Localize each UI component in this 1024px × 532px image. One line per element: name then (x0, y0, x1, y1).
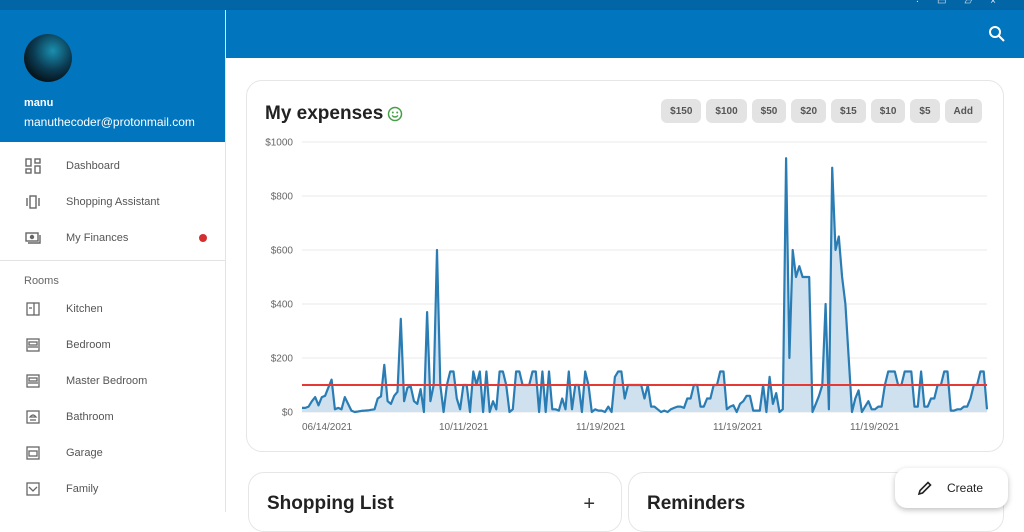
user-name: manu (24, 97, 54, 109)
y-tick-label: $1000 (265, 138, 293, 149)
reminders-title: Reminders (647, 493, 746, 514)
amount-button[interactable]: $50 (751, 99, 787, 123)
kitchen-icon (26, 302, 40, 316)
x-tick-label: 10/11/2021 (439, 422, 489, 433)
pencil-icon (917, 481, 932, 496)
bed-icon (26, 374, 40, 388)
amount-button[interactable]: $5 (910, 99, 940, 123)
expenses-title: My expenses (265, 103, 384, 124)
shopping-list-card: Shopping List + (248, 472, 622, 532)
sidebar-item-label: Master Bedroom (66, 375, 148, 387)
search-icon[interactable] (988, 25, 1006, 43)
car-icon (26, 446, 40, 460)
amount-button[interactable]: $10 (870, 99, 906, 123)
amount-button[interactable]: $150 (661, 99, 702, 123)
shopping-list-title: Shopping List (267, 493, 394, 514)
notification-badge (199, 234, 207, 242)
sidebar-item-bathroom[interactable]: Bathroom (0, 399, 225, 435)
profile-header: manu manuthecoder@protonmail.com (0, 10, 225, 142)
amount-button[interactable]: $20 (791, 99, 827, 123)
x-tick-label: 11/19/2021 (850, 422, 900, 433)
sidebar-item-label: Dashboard (66, 160, 120, 172)
divider (0, 260, 225, 261)
y-tick-label: $200 (271, 354, 294, 365)
amount-buttons: $150 $100 $50 $20 $15 $10 $5 Add (661, 99, 982, 123)
y-tick-label: $800 (271, 192, 294, 203)
create-label: Create (947, 481, 984, 495)
rooms-heading: Rooms (24, 275, 59, 287)
sidebar-item-garage[interactable]: Garage (0, 435, 225, 471)
x-tick-label: 06/14/2021 (302, 422, 352, 433)
expense-line (302, 157, 989, 414)
y-tick-label: $600 (271, 246, 294, 257)
add-expense-button[interactable]: Add (944, 99, 982, 123)
sidebar: manu manuthecoder@protonmail.com Dashboa… (0, 10, 226, 512)
expenses-chart: $0 $200 $400 $600 $800 $1000 06/14/2021 10/11/2… (265, 138, 989, 433)
sidebar-item-master-bedroom[interactable]: Master Bedroom (0, 363, 225, 399)
sidebar-item-label: Shopping Assistant (66, 196, 160, 208)
sidebar-item-label: My Finances (66, 232, 129, 244)
sidebar-item-bedroom[interactable]: Bedroom (0, 327, 225, 363)
y-tick-label: $0 (282, 408, 294, 419)
create-button[interactable]: Create (895, 468, 1008, 508)
view-carousel-icon (26, 195, 40, 209)
couch-icon (26, 482, 40, 496)
bed-icon (26, 338, 40, 352)
main-content: $0 $200 $400 $600 $800 $1000 06/14/2021 10/11/2… (226, 58, 1024, 532)
smile-icon (387, 106, 403, 122)
sidebar-item-shopping-assistant[interactable]: Shopping Assistant (0, 184, 225, 220)
y-tick-label: $400 (271, 300, 294, 311)
sidebar-item-label: Kitchen (66, 303, 103, 315)
sidebar-item-label: Garage (66, 447, 103, 459)
sidebar-item-label: Family (66, 483, 99, 495)
amount-button[interactable]: $100 (706, 99, 747, 123)
sidebar-item-label: Bedroom (66, 339, 111, 351)
sidebar-item-label: Bathroom (66, 411, 114, 423)
sidebar-item-kitchen[interactable]: Kitchen (0, 291, 225, 327)
payments-icon (25, 232, 41, 244)
app-bar (226, 10, 1024, 58)
sidebar-item-dashboard[interactable]: Dashboard (0, 148, 225, 184)
dashboard-icon (25, 158, 41, 174)
x-tick-label: 11/19/2021 (576, 422, 626, 433)
user-email: manuthecoder@protonmail.com (24, 115, 195, 129)
shower-icon (26, 410, 40, 424)
avatar[interactable] (24, 34, 72, 82)
amount-button[interactable]: $15 (831, 99, 866, 123)
sidebar-item-family[interactable]: Family (0, 471, 225, 507)
x-tick-label: 11/19/2021 (713, 422, 763, 433)
window-title-bar: ·▭▱× (0, 0, 1024, 10)
window-controls[interactable]: ·▭▱× (915, 0, 1014, 7)
sidebar-item-my-finances[interactable]: My Finances (0, 220, 225, 256)
expenses-card: $0 $200 $400 $600 $800 $1000 06/14/2021 10/11/2… (246, 80, 1004, 452)
add-icon[interactable]: + (583, 493, 595, 515)
